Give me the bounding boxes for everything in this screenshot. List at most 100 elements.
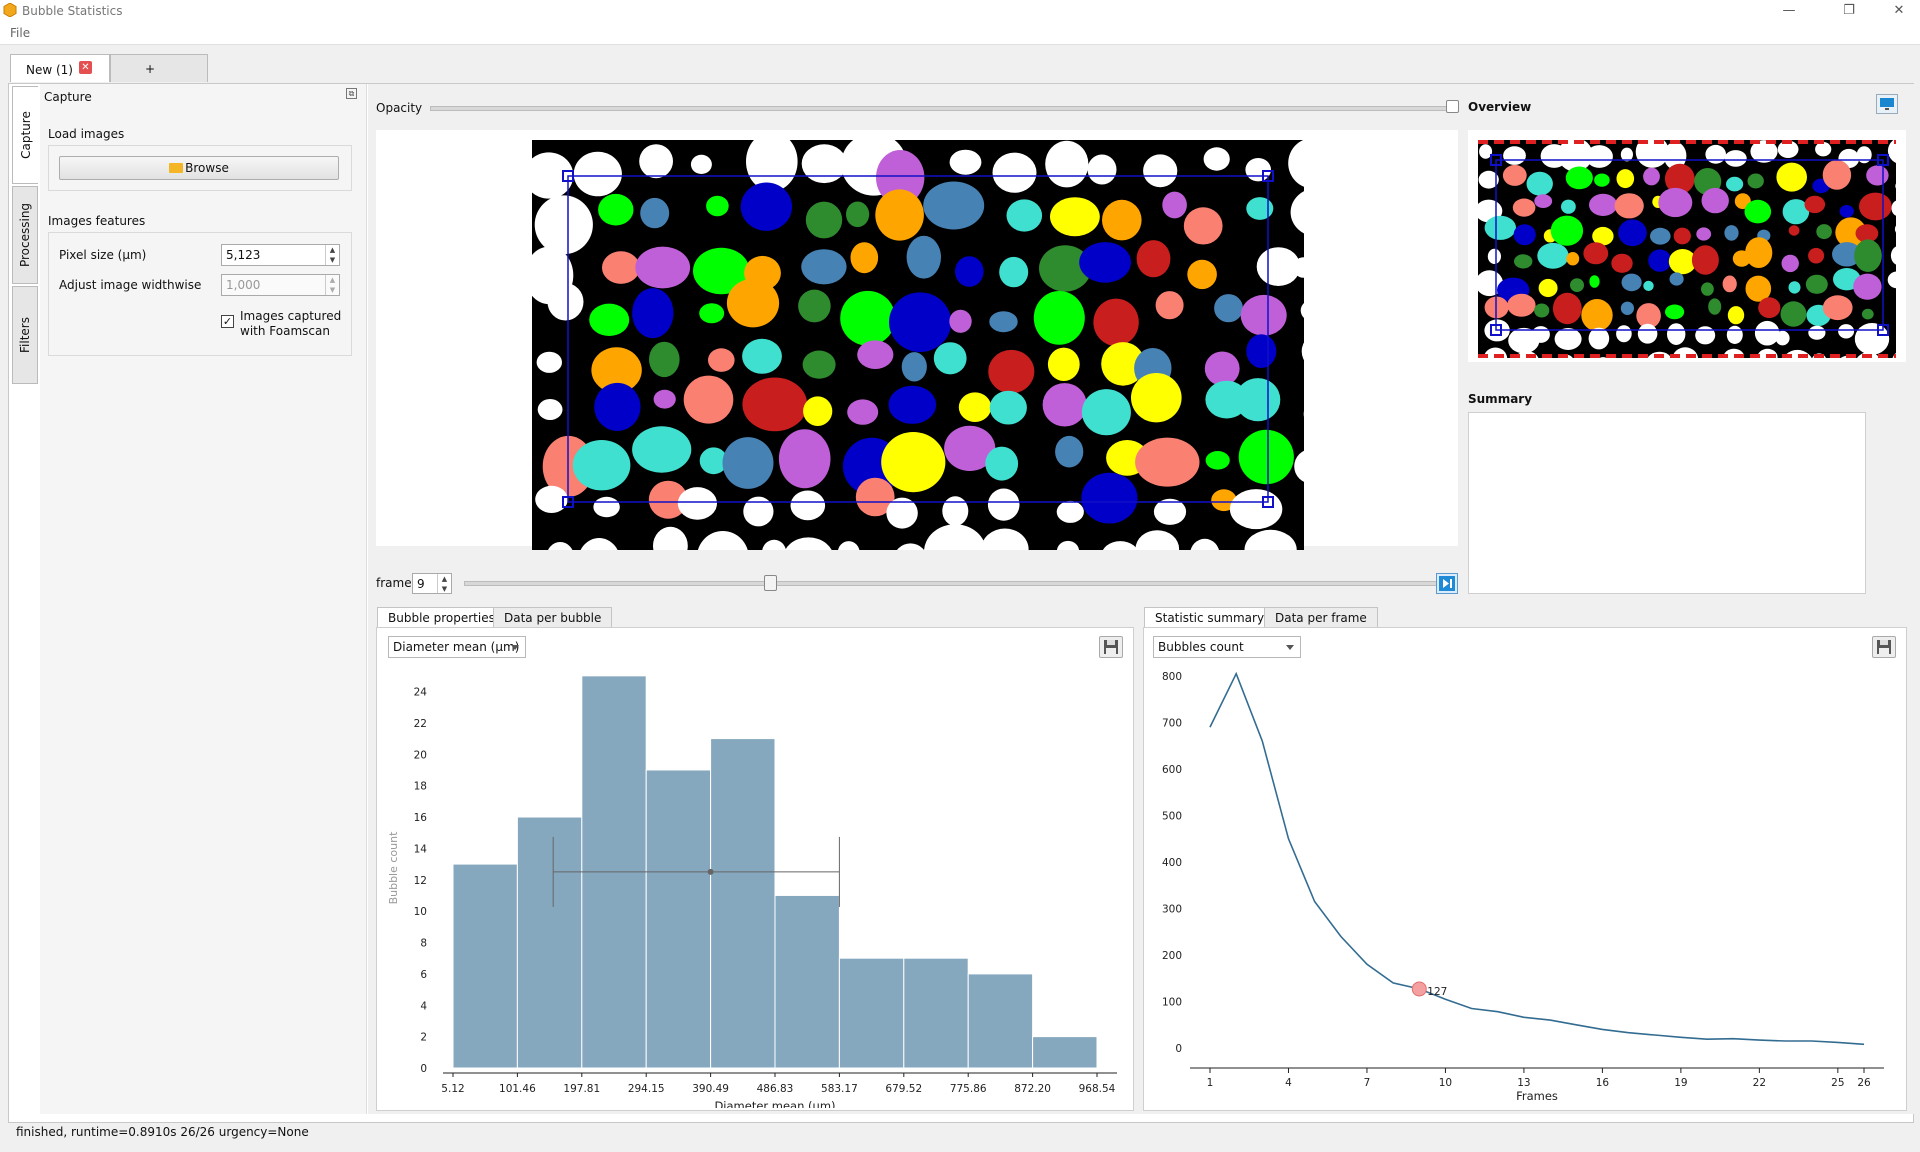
pixel-size-input[interactable]: 5,123 ▲ ▼ bbox=[221, 244, 340, 266]
foamscan-checkbox[interactable]: ✓ bbox=[221, 315, 234, 328]
monitor-icon bbox=[1880, 98, 1894, 110]
frame-slider[interactable] bbox=[464, 581, 1438, 586]
bubble bbox=[1204, 351, 1240, 386]
side-tab-filters[interactable]: Filters bbox=[12, 286, 38, 384]
overview-image[interactable] bbox=[1478, 140, 1896, 358]
save-chart-button[interactable] bbox=[1872, 636, 1896, 658]
bubble bbox=[1620, 147, 1633, 162]
bubble bbox=[1726, 176, 1744, 192]
bubble bbox=[924, 524, 987, 550]
y-tick-label: 6 bbox=[420, 969, 427, 981]
spin-arrows-icon[interactable]: ▲ ▼ bbox=[325, 245, 339, 265]
overview-panel[interactable] bbox=[1468, 130, 1906, 362]
status-bar: finished, runtime=0.8910s 26/26 urgency=… bbox=[0, 1124, 1920, 1152]
bubble bbox=[1290, 191, 1304, 234]
adjust-width-input[interactable]: 1,000 ▲ ▼ bbox=[221, 274, 340, 296]
y-tick-label: 300 bbox=[1162, 904, 1182, 916]
tab-data-per-frame[interactable]: Data per frame bbox=[1264, 607, 1378, 627]
overview-title: Overview bbox=[1468, 100, 1532, 114]
bubble bbox=[1079, 242, 1131, 283]
series-line bbox=[1209, 671, 1865, 1046]
bubble bbox=[547, 283, 584, 321]
close-tab-icon[interactable]: ✕ bbox=[79, 61, 92, 74]
undock-icon[interactable]: ⧉ bbox=[346, 88, 357, 99]
bubble bbox=[1815, 142, 1832, 157]
app-icon bbox=[3, 3, 17, 17]
tab-data-per-bubble[interactable]: Data per bubble bbox=[493, 607, 613, 627]
bubble bbox=[1136, 240, 1171, 278]
x-tick-label: 197.81 bbox=[563, 1083, 600, 1095]
foam-image[interactable] bbox=[532, 140, 1304, 550]
monitor-button[interactable] bbox=[1876, 94, 1898, 114]
close-window-button[interactable]: ✕ bbox=[1893, 3, 1905, 18]
x-tick-label: 872.20 bbox=[1014, 1083, 1051, 1095]
bubble bbox=[1246, 334, 1277, 368]
bubble bbox=[1561, 199, 1576, 214]
bubble bbox=[1724, 225, 1739, 241]
foamscan-label-line2: with Foamscan bbox=[240, 324, 330, 338]
browse-button[interactable]: Browse bbox=[59, 156, 339, 180]
bubble bbox=[1635, 140, 1669, 168]
doc-tab-new-1[interactable]: New (1) ✕ bbox=[10, 54, 110, 82]
histogram-bar bbox=[452, 863, 518, 1069]
bubble bbox=[987, 488, 1020, 521]
bubble bbox=[690, 154, 712, 174]
bubble bbox=[1669, 272, 1684, 286]
bubble bbox=[1616, 325, 1632, 343]
bubble bbox=[1788, 225, 1800, 236]
x-tick-label: 486.83 bbox=[757, 1083, 794, 1095]
bubble bbox=[1513, 224, 1536, 246]
bubble bbox=[1664, 163, 1695, 194]
images-features-label: Images features bbox=[48, 214, 146, 228]
bubble bbox=[1537, 242, 1569, 269]
tab-bubble-properties[interactable]: Bubble properties bbox=[377, 607, 506, 628]
save-chart-button[interactable] bbox=[1099, 636, 1123, 658]
bubble bbox=[1550, 215, 1584, 246]
x-tick-label: 22 bbox=[1753, 1077, 1766, 1089]
opacity-slider-handle[interactable] bbox=[1446, 100, 1459, 113]
bubble bbox=[1565, 166, 1593, 190]
frame-slider-handle[interactable] bbox=[764, 575, 777, 591]
image-viewer[interactable] bbox=[376, 130, 1458, 550]
bubble bbox=[1887, 140, 1896, 163]
bubble bbox=[1887, 271, 1896, 289]
highlight-label: 127 bbox=[1427, 986, 1447, 998]
side-tab-processing[interactable]: Processing bbox=[12, 186, 38, 284]
adjust-width-value: 1,000 bbox=[226, 278, 261, 292]
spin-arrows-icon[interactable]: ▲ ▼ bbox=[325, 275, 339, 295]
add-tab-button[interactable]: + bbox=[110, 54, 208, 82]
bubble bbox=[1781, 254, 1799, 273]
property-selector[interactable]: Diameter mean (µm) bbox=[388, 636, 526, 658]
last-frame-button[interactable] bbox=[1436, 573, 1458, 594]
bubble bbox=[1788, 281, 1801, 294]
bubble bbox=[1081, 472, 1138, 524]
histogram-bar bbox=[516, 816, 583, 1069]
highlight-point bbox=[1411, 981, 1427, 997]
bubble bbox=[1614, 193, 1644, 219]
x-tick-label: 775.86 bbox=[950, 1083, 987, 1095]
frame-spinbox[interactable]: 9 ▲ ▼ bbox=[412, 573, 452, 594]
bubble bbox=[1039, 245, 1092, 292]
minimize-button[interactable]: — bbox=[1782, 3, 1796, 18]
y-tick-label: 14 bbox=[414, 843, 428, 855]
bubble bbox=[801, 249, 847, 285]
x-tick-label: 26 bbox=[1857, 1077, 1871, 1089]
side-tab-capture[interactable]: Capture bbox=[12, 86, 38, 184]
bubble bbox=[1190, 538, 1219, 550]
tab-statistic-summary[interactable]: Statistic summary bbox=[1144, 607, 1276, 628]
y-tick-label: 500 bbox=[1162, 811, 1182, 823]
skip-to-end-icon bbox=[1439, 576, 1455, 591]
restore-button[interactable]: ❐ bbox=[1843, 3, 1855, 18]
selection-rectangle bbox=[567, 175, 1269, 503]
spin-arrows-icon[interactable]: ▲ ▼ bbox=[437, 574, 451, 593]
y-tick-label: 800 bbox=[1162, 671, 1182, 683]
statistic-selector[interactable]: Bubbles count bbox=[1153, 636, 1301, 658]
menu-file[interactable]: File bbox=[10, 26, 31, 40]
bubble bbox=[697, 531, 748, 550]
bubble bbox=[602, 251, 640, 284]
bubble bbox=[857, 340, 894, 369]
bubble bbox=[1745, 275, 1772, 302]
bubble bbox=[653, 526, 688, 550]
bubble bbox=[1531, 326, 1550, 343]
opacity-slider[interactable] bbox=[430, 106, 1452, 111]
